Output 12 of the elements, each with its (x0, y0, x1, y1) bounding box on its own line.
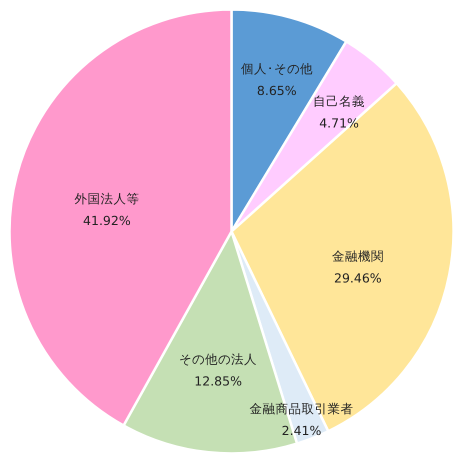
data-label: 2.41% (282, 423, 322, 438)
slice-label: 外国法人等 (74, 191, 140, 206)
slice-label: 個人･その他 (240, 60, 313, 76)
data-label: 12.85% (194, 374, 242, 389)
slice-label: 金融商品取引業者 (250, 401, 354, 416)
data-label: 29.46% (334, 270, 382, 286)
slice-label: 金融機関 (332, 248, 384, 264)
data-label: 41.92% (83, 213, 131, 228)
slice-label: 自己名義 (313, 94, 366, 109)
data-label: 4.71% (319, 116, 360, 131)
data-label: 8.65% (256, 82, 297, 98)
slice-label: その他の法人 (179, 352, 258, 367)
